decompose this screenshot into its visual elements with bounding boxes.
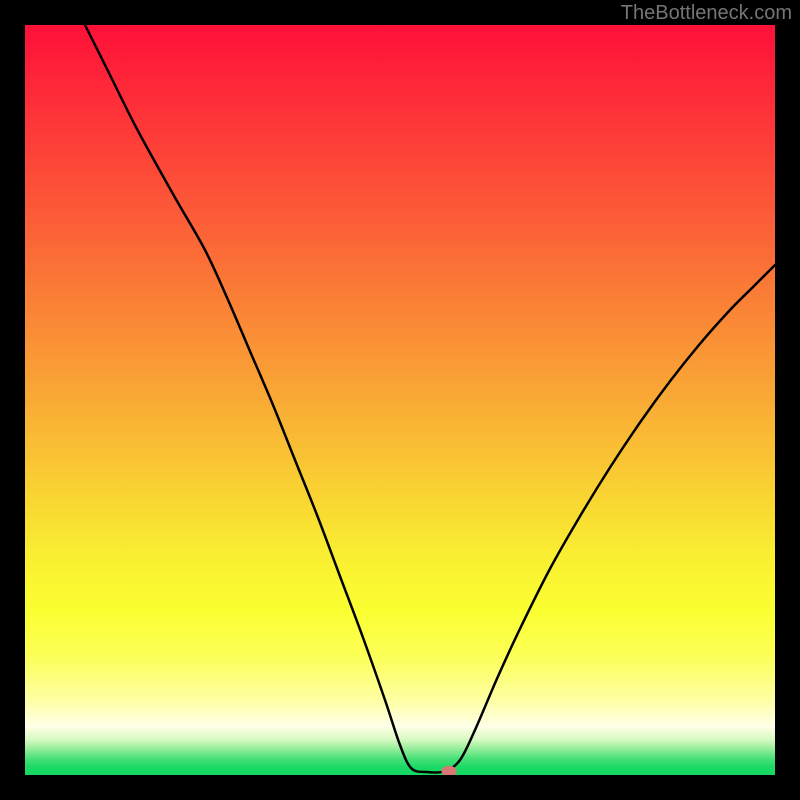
bottleneck-curve [25,25,775,775]
watermark-text: TheBottleneck.com [621,2,792,25]
optimum-marker [441,766,456,775]
plot-area [25,25,775,775]
